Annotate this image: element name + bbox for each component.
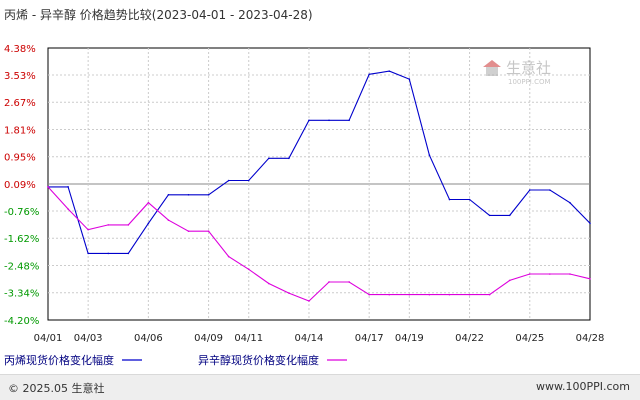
data-point [589,277,591,280]
data-point [569,273,571,275]
footer-site-link[interactable]: www.100PPI.com [536,380,630,393]
x-tick-label: 04/17 [355,333,384,344]
data-point [87,228,89,231]
x-tick-label: 04/22 [455,333,484,344]
y-tick-label: 0.09% [4,180,36,191]
data-point [107,252,110,255]
x-tick-label: 04/11 [234,333,263,344]
data-point [528,273,531,275]
legend-label: 丙烯现货价格变化幅度 [4,353,114,367]
x-tick-label: 04/09 [194,333,223,344]
grid-lines [48,48,590,320]
x-tick-label: 04/06 [134,333,163,344]
y-tick-label: -3.34% [4,289,39,300]
y-axis-ticks: 4.38% 3.53% 2.67% 1.81% 0.95% 0.09% -0.76% -1.6… [4,44,39,327]
data-point [528,189,531,191]
data-point [147,201,150,204]
data-point [308,300,310,302]
x-tick-label: 04/28 [576,333,605,344]
data-point [207,193,210,196]
legend: 丙烯现货价格变化幅度 异辛醇现货价格变化幅度 [4,353,347,367]
data-point [549,273,551,275]
watermark-logo: 生意社 100PPI.COM [483,59,551,86]
data-point [227,255,230,258]
y-tick-label: -4.20% [4,316,39,327]
x-axis-ticks: 04/01 04/03 04/06 04/09 04/11 04/14 04/17 04/19… [34,333,605,344]
x-tick-label: 04/01 [34,333,63,344]
data-point [368,293,370,296]
data-point [508,214,511,217]
watermark-house-icon [483,60,501,67]
data-point [187,193,190,196]
y-tick-label: 2.67% [4,98,36,109]
data-point [67,208,69,210]
y-tick-label: -1.62% [4,234,39,245]
x-tick-label: 04/25 [515,333,544,344]
data-point [448,198,451,201]
data-point [549,189,551,191]
data-point [227,179,230,182]
data-point [127,252,130,255]
x-tick-label: 04/19 [395,333,424,344]
data-point [328,281,330,283]
x-tick-label: 04/03 [74,333,103,344]
watermark-name: 生意社 [506,59,551,77]
series-line-1 [48,70,591,254]
data-point [87,252,89,255]
data-point [408,293,411,296]
data-point [308,119,310,122]
data-point [127,224,130,226]
data-point [408,78,411,80]
data-point [388,293,391,296]
y-tick-label: 0.95% [4,153,36,164]
watermark-house-body-icon [486,67,498,76]
data-point [368,73,370,76]
data-point [247,268,250,271]
x-tick-label: 04/14 [295,333,324,344]
data-point [428,293,431,296]
data-point [247,179,250,182]
data-point [428,154,431,156]
data-point [468,293,471,296]
data-point [488,214,491,217]
y-tick-label: -0.76% [4,207,39,218]
data-point [268,157,270,160]
data-point [288,157,290,160]
chart-title: 丙烯 - 异辛醇 价格趋势比较(2023-04-01 - 2023-04-28) [4,7,313,22]
data-point [508,279,511,282]
y-tick-label: -2.48% [4,261,39,272]
data-point [388,70,391,72]
data-point [107,224,110,226]
data-point [348,281,350,283]
data-point [448,293,451,296]
data-point [348,119,350,122]
data-point [207,230,210,233]
data-point [67,186,69,188]
series-line-2 [47,186,591,302]
data-point [167,219,170,221]
data-point [268,282,270,285]
footer-bar: © 2025.05 生意社 www.100PPI.com [0,374,640,400]
price-trend-chart: 丙烯 - 异辛醇 价格趋势比较(2023-04-01 - 2023-04-28)… [4,7,605,367]
series-lines [47,70,591,302]
data-point [187,230,190,233]
data-point [328,119,330,122]
data-point [47,186,49,188]
watermark-url: 100PPI.COM [508,78,551,86]
data-point [468,198,471,201]
y-tick-label: 4.38% [4,44,36,55]
data-point [288,292,290,294]
data-point [569,201,571,204]
y-tick-label: 1.81% [4,125,36,136]
footer-copyright: © 2025.05 生意社 [8,382,105,395]
legend-label: 异辛醇现货价格变化幅度 [198,353,319,367]
y-tick-label: 3.53% [4,71,36,82]
data-point [488,293,491,296]
data-point [167,193,170,196]
data-point [589,222,591,225]
data-point [147,222,150,225]
